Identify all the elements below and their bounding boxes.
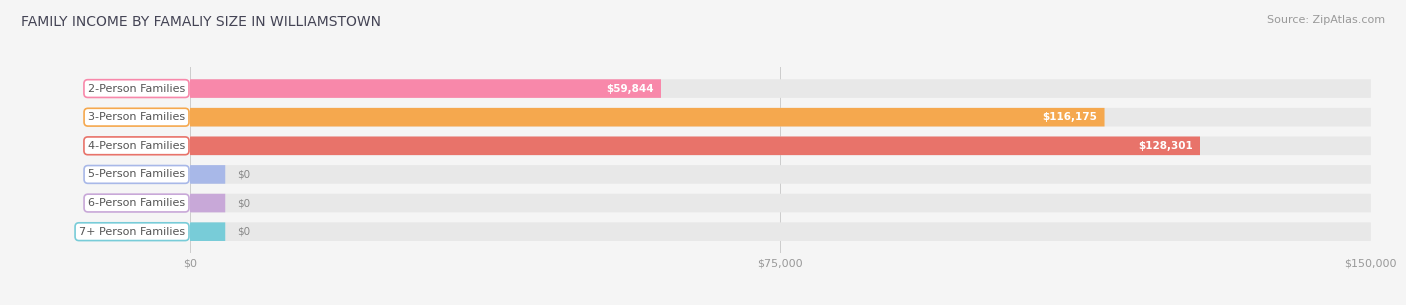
Text: $116,175: $116,175 [1043, 112, 1098, 122]
FancyBboxPatch shape [190, 165, 1371, 184]
Text: $0: $0 [238, 227, 250, 237]
FancyBboxPatch shape [190, 79, 1371, 98]
FancyBboxPatch shape [190, 108, 1371, 127]
Text: $0: $0 [238, 170, 250, 179]
Text: 7+ Person Families: 7+ Person Families [79, 227, 186, 237]
FancyBboxPatch shape [190, 222, 1371, 241]
Text: 6-Person Families: 6-Person Families [89, 198, 186, 208]
FancyBboxPatch shape [190, 222, 225, 241]
FancyBboxPatch shape [190, 79, 661, 98]
FancyBboxPatch shape [190, 137, 1199, 155]
FancyBboxPatch shape [190, 194, 1371, 212]
FancyBboxPatch shape [190, 194, 225, 212]
FancyBboxPatch shape [190, 108, 1105, 127]
FancyBboxPatch shape [190, 137, 1371, 155]
Text: 2-Person Families: 2-Person Families [87, 84, 186, 94]
Text: 5-Person Families: 5-Person Families [89, 170, 186, 179]
Text: Source: ZipAtlas.com: Source: ZipAtlas.com [1267, 15, 1385, 25]
Text: 4-Person Families: 4-Person Families [87, 141, 186, 151]
Text: $0: $0 [238, 198, 250, 208]
Text: FAMILY INCOME BY FAMALIY SIZE IN WILLIAMSTOWN: FAMILY INCOME BY FAMALIY SIZE IN WILLIAM… [21, 15, 381, 29]
FancyBboxPatch shape [190, 165, 225, 184]
Text: 3-Person Families: 3-Person Families [89, 112, 186, 122]
Text: $128,301: $128,301 [1139, 141, 1192, 151]
Text: $59,844: $59,844 [606, 84, 654, 94]
